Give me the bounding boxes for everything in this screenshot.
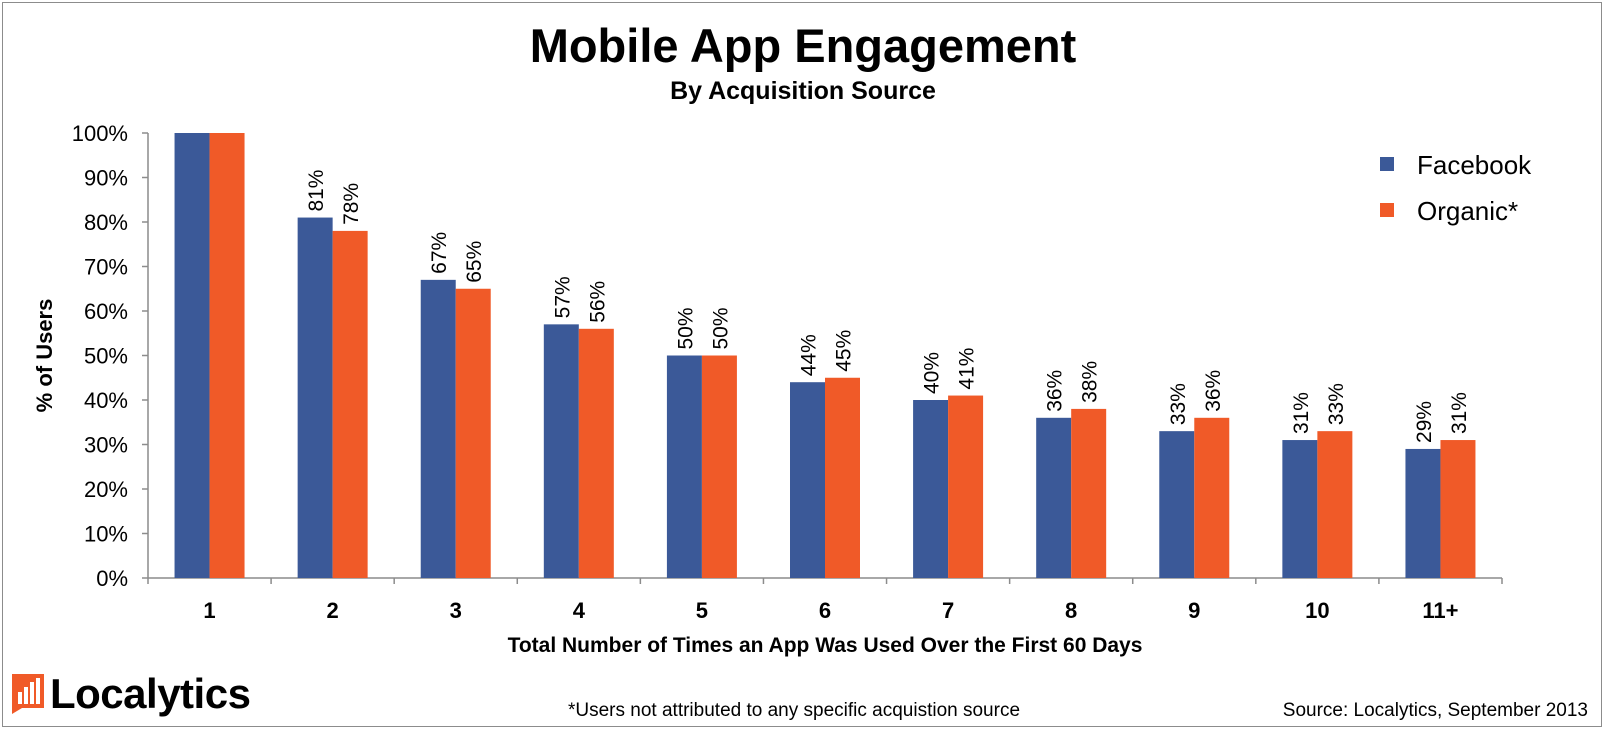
data-label: 41% — [956, 348, 979, 390]
bar-facebook-10 — [1282, 440, 1318, 578]
y-axis-title: % of Users — [32, 299, 57, 413]
y-tick-label: 20% — [84, 477, 128, 502]
data-label: 56% — [586, 281, 609, 323]
y-tick-label: 90% — [84, 166, 128, 191]
data-label: 36% — [1044, 370, 1067, 412]
data-label: 45% — [833, 330, 856, 372]
y-tick-label: 70% — [84, 255, 128, 280]
x-tick-label: 4 — [573, 598, 586, 623]
data-label: 36% — [1202, 370, 1225, 412]
bar-facebook-1 — [174, 133, 210, 578]
x-tick-label: 11+ — [1422, 598, 1458, 623]
bar-organic-10 — [1317, 431, 1353, 578]
bar-facebook-5 — [666, 355, 702, 578]
bar-organic-11+ — [1440, 440, 1476, 578]
x-tick-label: 5 — [696, 598, 708, 623]
bar-organic-9 — [1194, 417, 1230, 578]
x-tick-label: 6 — [819, 598, 831, 623]
y-tick-label: 0% — [96, 566, 128, 591]
bar-organic-8 — [1071, 408, 1107, 578]
bar-facebook-4 — [543, 324, 579, 578]
data-label: 44% — [798, 334, 821, 376]
x-tick-label: 3 — [450, 598, 462, 623]
data-label: 50% — [674, 307, 697, 349]
bar-organic-3 — [455, 288, 491, 578]
bar-organic-2 — [332, 230, 368, 578]
data-label: 67% — [428, 232, 451, 274]
bar-facebook-8 — [1036, 417, 1072, 578]
bar-facebook-7 — [913, 400, 949, 578]
data-label: 81% — [305, 170, 328, 212]
y-tick-label: 30% — [84, 433, 128, 458]
y-tick-label: 50% — [84, 344, 128, 369]
bar-organic-5 — [701, 355, 737, 578]
bar-facebook-3 — [420, 279, 456, 578]
legend-label: Organic* — [1417, 196, 1518, 226]
x-tick-label: 2 — [327, 598, 339, 623]
data-label: 50% — [709, 307, 732, 349]
y-tick-label: 40% — [84, 388, 128, 413]
chart-subtitle: By Acquisition Source — [670, 77, 936, 105]
bar-facebook-9 — [1159, 431, 1195, 578]
data-label: 40% — [921, 352, 944, 394]
y-tick-label: 10% — [84, 522, 128, 547]
chart-title: Mobile App Engagement — [529, 19, 1077, 72]
data-label: 31% — [1448, 392, 1471, 434]
data-label: 31% — [1290, 392, 1313, 434]
data-label: 33% — [1325, 383, 1348, 425]
x-axis-title: Total Number of Times an App Was Used Ov… — [508, 634, 1143, 657]
data-label: 65% — [463, 241, 486, 283]
localytics-logo: Localytics — [12, 670, 251, 717]
bar-facebook-2 — [297, 217, 333, 579]
x-tick-label: 1 — [203, 598, 215, 623]
x-tick-label: 10 — [1305, 598, 1329, 623]
legend-swatch — [1380, 157, 1394, 171]
bar-organic-7 — [948, 395, 984, 578]
data-label: 38% — [1079, 361, 1102, 403]
footnote: *Users not attributed to any specific ac… — [568, 700, 1021, 721]
bar-organic-6 — [825, 377, 860, 578]
data-label: 33% — [1167, 383, 1190, 425]
x-tick-label: 9 — [1188, 598, 1200, 623]
bar-chart-icon — [12, 674, 44, 714]
bar-facebook-6 — [790, 382, 825, 578]
y-tick-label: 60% — [84, 299, 128, 324]
bar-organic-1 — [209, 133, 245, 578]
x-tick-label: 7 — [942, 598, 954, 623]
legend-swatch — [1380, 203, 1394, 217]
legend-label: Facebook — [1417, 150, 1532, 180]
source-note: Source: Localytics, September 2013 — [1282, 700, 1588, 721]
bar-facebook-11+ — [1405, 448, 1441, 578]
x-tick-label: 8 — [1065, 598, 1077, 623]
data-label: 78% — [340, 183, 363, 225]
data-label: 57% — [551, 276, 574, 318]
logo-text: Localytics — [50, 670, 251, 717]
y-tick-label: 80% — [84, 210, 128, 235]
bar-organic-4 — [578, 328, 614, 578]
data-label: 29% — [1413, 401, 1436, 443]
y-tick-label: 100% — [72, 121, 128, 146]
